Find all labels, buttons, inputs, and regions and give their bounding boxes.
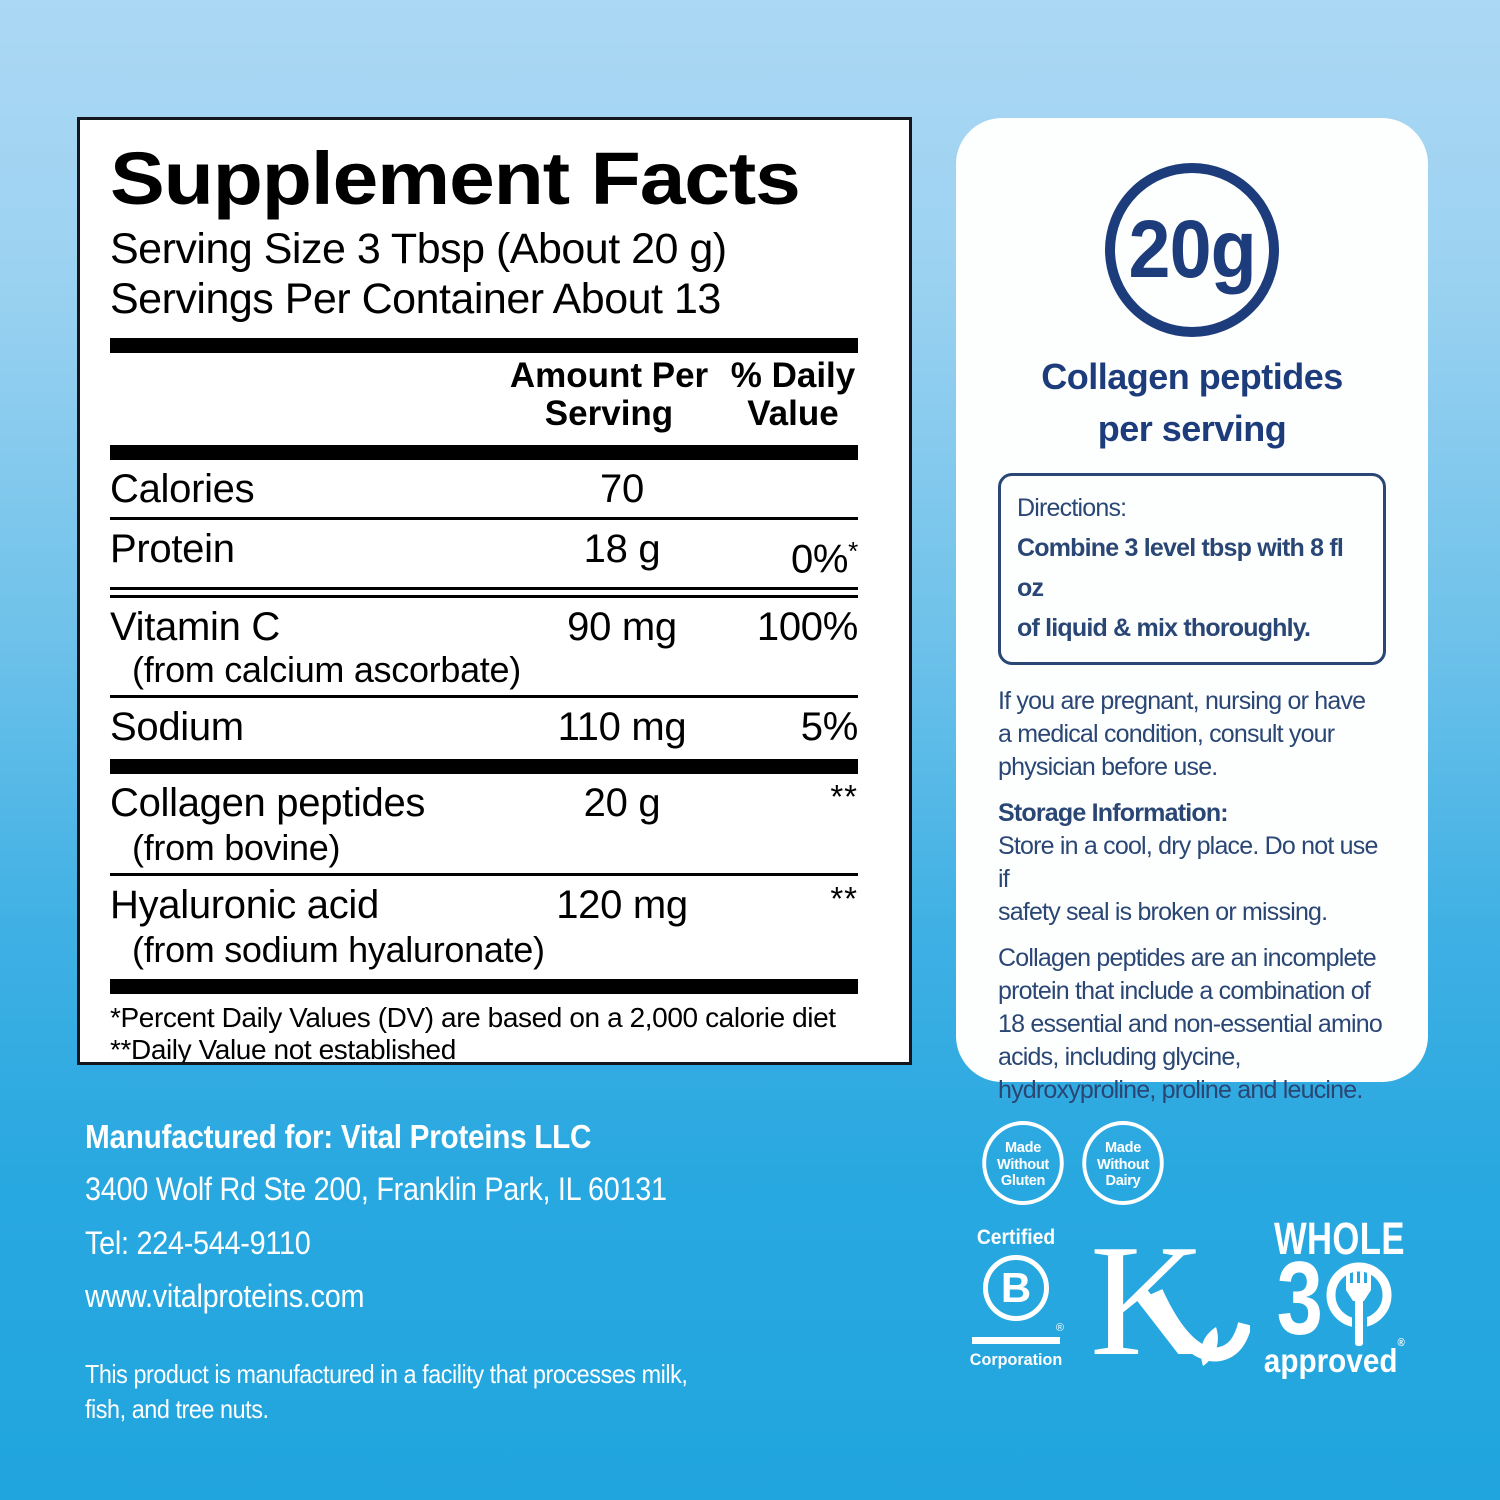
row-amount: 120 mg bbox=[556, 883, 688, 928]
facts-row-sodium: Sodium 110 mg 5% bbox=[110, 698, 858, 750]
manufacturer-name: Manufactured for: Vital Proteins LLC bbox=[85, 1118, 592, 1155]
manufacturer-phone: Tel: 224-544-9110 bbox=[85, 1224, 311, 1261]
thin-divider bbox=[110, 873, 858, 877]
fork-ring-icon bbox=[1326, 1262, 1392, 1350]
amount-per-serving-header: Amount Per Serving bbox=[509, 356, 709, 433]
certified-b-corporation-badge: Certified B ® Corporation bbox=[969, 1226, 1064, 1369]
row-amount: 90 mg bbox=[567, 605, 677, 650]
storage-title: Storage Information: bbox=[998, 799, 1229, 827]
b-corp-circle-icon: B bbox=[983, 1255, 1049, 1321]
thick-divider bbox=[110, 979, 858, 995]
serving-size-line: Serving Size 3 Tbsp (About 20 g) bbox=[110, 225, 727, 273]
supplement-facts-panel: Supplement Facts Serving Size 3 Tbsp (Ab… bbox=[77, 117, 912, 1065]
row-daily-value: ** bbox=[830, 880, 858, 918]
facts-row-protein: Protein 18 g 0%* bbox=[110, 520, 858, 582]
registered-mark: ® bbox=[1397, 1337, 1405, 1349]
row-daily-value: 100% bbox=[756, 605, 858, 650]
thick-divider bbox=[110, 338, 858, 353]
pregnancy-warning: If you are pregnant, nursing or have a m… bbox=[998, 687, 1366, 781]
row-daily-value: ** bbox=[830, 778, 858, 816]
directions-box: Directions: Combine 3 level tbsp with 8 … bbox=[998, 473, 1386, 665]
manufacturer-website: www.vitalproteins.com bbox=[85, 1278, 365, 1314]
registered-mark: ® bbox=[1055, 1322, 1064, 1334]
made-without-gluten-badge: Made Without Gluten bbox=[982, 1121, 1064, 1205]
row-daily-value: 5% bbox=[800, 705, 859, 750]
facts-row-collagen-peptides: Collagen peptides 20 g ** (from bovine) bbox=[110, 774, 858, 868]
not-established-footnote: **Daily Value not established bbox=[110, 1034, 456, 1065]
facts-row-vitamin-c: Vitamin C 90 mg 100% (from calcium ascor… bbox=[110, 598, 858, 690]
collagen-headline: Collagen peptides per serving bbox=[1041, 356, 1343, 449]
collagen-info-panel: 20g Collagen peptides per serving Direct… bbox=[956, 118, 1428, 1104]
row-label: Sodium bbox=[110, 705, 244, 750]
row-label: Calories bbox=[110, 467, 255, 511]
storage-body: Store in a cool, dry place. Do not use i… bbox=[998, 832, 1378, 926]
thick-divider bbox=[110, 445, 858, 460]
daily-value-footnote: *Percent Daily Values (DV) are based on … bbox=[110, 1002, 836, 1034]
directions-title: Directions: bbox=[1017, 494, 1127, 522]
made-without-dairy-badge: Made Without Dairy bbox=[1082, 1121, 1164, 1205]
amino-acids-info: Collagen peptides are an incomplete prot… bbox=[998, 944, 1383, 1104]
whole30-approved-badge: WHOLE 3 approved® bbox=[1263, 1213, 1405, 1379]
daily-value-header: % Daily Value bbox=[730, 356, 856, 433]
facts-row-calories: Calories 70 bbox=[110, 460, 858, 512]
b-corp-underline: ® bbox=[972, 1322, 1064, 1344]
manufacturer-block: Manufactured for: Vital Proteins LLC 340… bbox=[85, 1110, 688, 1427]
row-label: Protein bbox=[110, 527, 235, 571]
20g-badge-circle: 20g bbox=[1105, 163, 1279, 337]
thin-divider bbox=[110, 695, 858, 699]
manufacturer-address: 3400 Wolf Rd Ste 200, Franklin Park, IL … bbox=[85, 1171, 667, 1207]
row-label: Collagen peptides bbox=[110, 781, 426, 826]
row-amount: 20 g bbox=[583, 781, 661, 826]
row-source-note: (from calcium ascorbate) bbox=[132, 649, 521, 691]
thin-double-divider bbox=[110, 587, 858, 599]
row-amount: 70 bbox=[600, 467, 644, 511]
supplement-facts-title: Supplement Facts bbox=[110, 137, 801, 220]
row-source-note: (from bovine) bbox=[132, 827, 341, 869]
kosher-check-icon: K bbox=[1090, 1230, 1250, 1372]
thin-divider bbox=[110, 517, 858, 520]
row-label: Hyaluronic acid bbox=[110, 883, 379, 928]
allergen-statement: This product is manufactured in a facili… bbox=[85, 1358, 688, 1424]
facts-row-hyaluronic-acid: Hyaluronic acid 120 mg ** (from sodium h… bbox=[110, 876, 858, 970]
servings-per-container-line: Servings Per Container About 13 bbox=[110, 275, 721, 323]
row-amount: 18 g bbox=[583, 527, 661, 571]
row-amount: 110 mg bbox=[557, 705, 687, 750]
facts-column-headers: Amount Per Serving % Daily Value bbox=[110, 357, 858, 435]
row-label: Vitamin C bbox=[110, 605, 280, 650]
20g-badge-value: 20g bbox=[1128, 204, 1256, 295]
row-daily-value: 0%* bbox=[790, 536, 858, 582]
directions-body: Combine 3 level tbsp with 8 fl oz of liq… bbox=[1017, 534, 1344, 642]
thick-divider bbox=[110, 759, 858, 775]
row-source-note: (from sodium hyaluronate) bbox=[132, 929, 545, 971]
